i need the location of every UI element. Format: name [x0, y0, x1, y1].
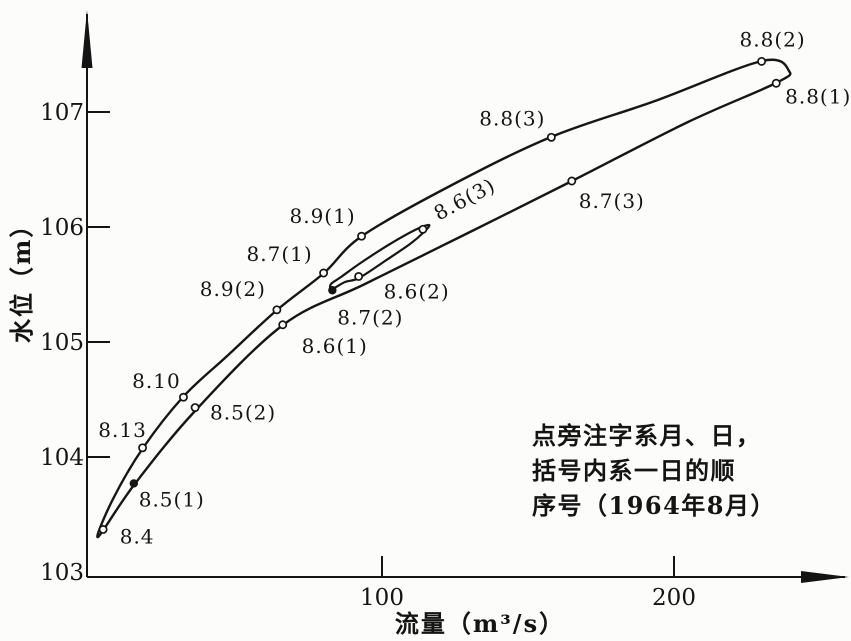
y-tick-label: 103 [40, 560, 84, 586]
x-axis-title: 流量（m³/s） [394, 609, 566, 638]
data-point-label: 8.6(2) [384, 279, 450, 303]
x-axis-arrowhead [801, 571, 849, 583]
data-point-marker [354, 272, 364, 281]
data-point-marker [319, 268, 329, 278]
data-point-label: 8.7(1) [247, 242, 313, 266]
data-point-label: 8.13 [98, 418, 147, 442]
data-point-label: 8.8(1) [785, 84, 851, 108]
data-point-label: 8.5(1) [139, 487, 205, 511]
data-point-labels: 8.4 8.5(1) 8.5(2) 8.6(1) 8.6(2) 8.6(3) 8.7(1) 8… [98, 27, 851, 548]
data-point-marker [418, 224, 428, 234]
y-axis-title: 水位（m） [7, 211, 36, 343]
x-tick-label: 200 [652, 585, 696, 611]
data-point-label: 8.7(3) [579, 189, 645, 213]
y-tick-label: 106 [40, 215, 84, 241]
data-point-marker-filled [328, 286, 337, 295]
data-point-marker [357, 231, 367, 241]
figure-note-line-3: 序号（1964年8月） [532, 491, 776, 520]
data-point-marker [190, 403, 200, 412]
figure-note: 点旁注字系月、日， 括号内系一日的顺 序号（1964年8月） [532, 418, 776, 523]
data-point-marker [567, 176, 577, 186]
data-point-marker [272, 305, 282, 315]
data-point-marker [138, 443, 148, 453]
data-point-label: 8.9(1) [289, 204, 355, 228]
data-point-label: 8.8(3) [479, 106, 545, 130]
data-point-label: 8.6(3) [430, 173, 500, 225]
y-axis-arrowhead [81, 10, 93, 68]
data-point-label: 8.10 [132, 369, 181, 393]
data-point-label: 8.7(2) [337, 305, 403, 329]
y-tick-label: 104 [40, 445, 84, 471]
data-point-label: 8.6(1) [302, 334, 368, 358]
data-point-marker [771, 78, 781, 88]
y-tick-label: 105 [40, 330, 84, 356]
axis-ticks: 107 106 105 104 103 100 200 [40, 100, 696, 611]
data-point-label: 8.8(2) [740, 27, 806, 51]
x-tick-label: 100 [360, 585, 404, 611]
y-tick-label: 107 [40, 100, 84, 126]
data-point-marker-filled [129, 479, 138, 488]
data-point-label: 8.9(2) [200, 277, 266, 301]
data-point-marker [757, 56, 767, 66]
data-point-label: 8.5(2) [210, 401, 276, 425]
data-points [98, 56, 781, 534]
figure-note-line-2: 括号内系一日的顺 [532, 456, 736, 485]
data-point-marker [546, 132, 556, 142]
figure-note-line-1: 点旁注字系月、日， [532, 421, 762, 450]
data-point-marker [178, 392, 188, 402]
data-point-label: 8.4 [120, 524, 155, 548]
data-point-marker [278, 320, 288, 330]
main-loop-curve [96, 58, 792, 539]
data-point-marker [98, 525, 108, 534]
